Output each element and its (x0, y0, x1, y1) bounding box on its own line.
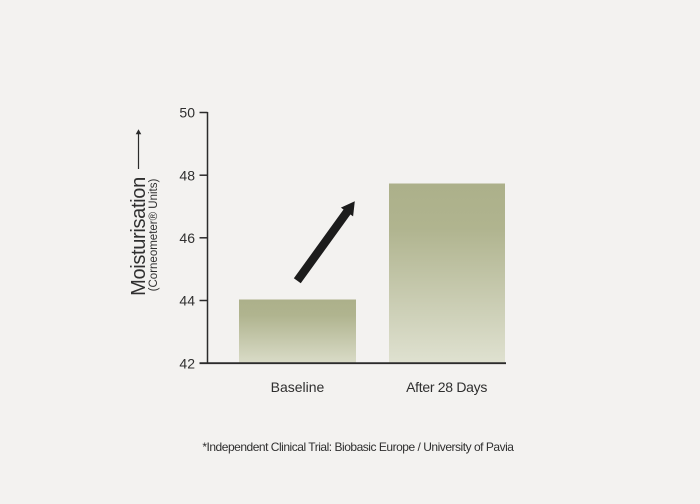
svg-text:50: 50 (179, 105, 195, 121)
svg-text:*Independent Clinical Trial: B: *Independent Clinical Trial: Biobasic Eu… (202, 440, 514, 454)
svg-text:46: 46 (179, 230, 195, 246)
svg-text:48: 48 (179, 167, 195, 183)
svg-text:Baseline: Baseline (271, 379, 325, 395)
svg-text:After 28 Days: After 28 Days (406, 379, 487, 395)
svg-text:44: 44 (179, 293, 195, 309)
svg-text:Moisturisation: Moisturisation (128, 177, 150, 296)
svg-text:42: 42 (179, 355, 195, 371)
svg-text:(Corneometer® Units): (Corneometer® Units) (148, 179, 160, 292)
